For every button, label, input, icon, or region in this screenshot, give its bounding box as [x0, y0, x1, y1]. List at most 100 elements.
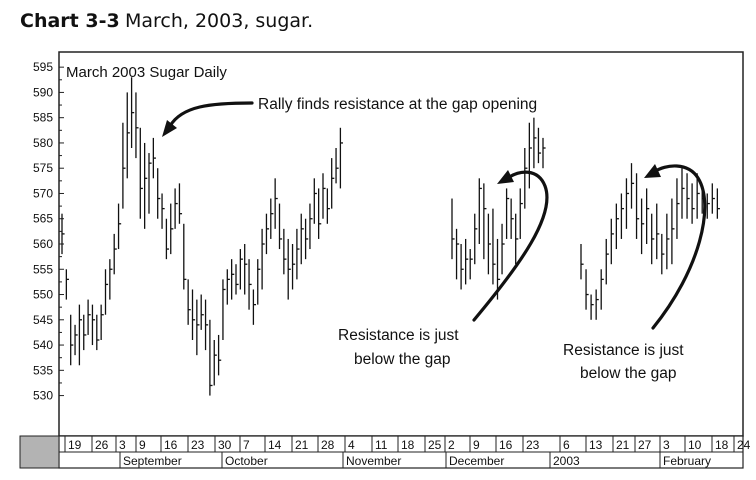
month-label: February	[663, 454, 711, 468]
x-tick-label: 19	[68, 438, 82, 452]
ohlc-bar	[296, 228, 300, 280]
ohlc-bar	[244, 244, 248, 295]
ohlc-bar	[640, 198, 645, 255]
ohlc-bar	[109, 259, 113, 300]
ohlc-bar	[600, 269, 604, 310]
annotation-below-gap-2-line2: below the gap	[580, 365, 677, 382]
ohlc-bar	[605, 238, 609, 285]
ohlc-bar	[615, 203, 619, 250]
ohlc-bar	[117, 203, 122, 250]
ohlc-bar	[139, 127, 143, 219]
axis-corner-block	[19, 435, 60, 469]
ohlc-bar	[326, 188, 330, 224]
x-tick-label: 18	[715, 438, 729, 452]
ohlc-bar	[291, 244, 296, 290]
ohlc-bar	[200, 294, 204, 330]
ohlc-bar	[65, 269, 69, 300]
caption-label: Chart 3-3	[20, 10, 120, 32]
x-tick-label: 16	[499, 438, 513, 452]
price-axis: 530 535 540 545 550 555 560 565 570 575 580 585 590 5…	[33, 60, 64, 403]
ohlc-bar	[666, 213, 670, 270]
ohlc-bar	[113, 233, 117, 275]
y-tick-label: 580	[33, 136, 53, 150]
ohlc-bar	[265, 213, 270, 255]
ohlc-bar	[261, 228, 265, 290]
ohlc-bar	[515, 213, 519, 265]
ohlc-bar	[74, 324, 78, 356]
ohlc-bar	[625, 178, 630, 229]
ohlc-bar	[651, 213, 655, 265]
ohlc-bar	[492, 208, 496, 285]
ohlc-bar	[165, 218, 169, 260]
x-tick-label: 4	[348, 438, 355, 452]
ohlc-bar	[483, 183, 487, 260]
ohlc-bar	[70, 314, 74, 366]
ohlc-bar	[148, 153, 152, 214]
ohlc-bar	[313, 178, 317, 224]
ohlc-bar	[610, 218, 614, 265]
ohlc-bar	[174, 188, 178, 229]
ohlc-bar	[252, 289, 256, 325]
ohlc-bar	[686, 173, 690, 219]
ohlc-bar	[196, 299, 200, 356]
x-tick-label: 23	[526, 438, 540, 452]
x-tick-label: 6	[563, 438, 570, 452]
ohlc-bar	[542, 137, 546, 169]
ohlc-bar	[239, 249, 243, 290]
chart-title: March 2003 Sugar Daily	[66, 64, 227, 81]
ohlc-bar	[510, 198, 514, 239]
chart-frame	[58, 51, 744, 437]
ohlc-bar	[505, 188, 510, 239]
ohlc-bar	[691, 183, 695, 224]
y-tick-label: 530	[33, 389, 53, 403]
ohlc-bar	[87, 299, 91, 335]
ohlc-bar	[487, 213, 491, 275]
ohlc-bar	[533, 117, 537, 169]
arrow-head-below-gap-1	[497, 170, 514, 184]
x-tick-label: 3	[119, 438, 126, 452]
ohlc-bar	[161, 193, 165, 229]
ohlc-bar	[331, 158, 335, 209]
ohlc-bar	[469, 249, 473, 280]
y-tick-label: 545	[33, 313, 53, 327]
month-label: 2003	[553, 454, 580, 468]
x-tick-label: 16	[164, 438, 178, 452]
ohlc-bar	[304, 218, 309, 260]
month-label: December	[449, 454, 504, 468]
x-tick-label: 9	[473, 438, 480, 452]
ohlc-bar	[580, 244, 584, 280]
y-tick-label: 575	[33, 161, 53, 175]
ohlc-bar	[300, 213, 304, 265]
ohlc-bar	[217, 334, 222, 376]
x-tick-label: 14	[268, 438, 282, 452]
ohlc-bar	[585, 269, 589, 310]
x-tick-label: 18	[401, 438, 415, 452]
ohlc-bar	[61, 213, 65, 255]
x-tick-label: 27	[638, 438, 652, 452]
ohlc-bar	[524, 148, 528, 209]
ohlc-bar	[322, 173, 326, 219]
ohlc-bar	[620, 193, 624, 239]
ohlc-bar	[278, 203, 283, 250]
x-tick-label: 9	[139, 438, 146, 452]
ohlc-bar	[287, 238, 291, 300]
ohlc-bar	[335, 148, 339, 184]
y-tick-label: 535	[33, 363, 53, 377]
ohlc-bar	[143, 142, 148, 229]
y-tick-label: 550	[33, 288, 53, 302]
x-tick-label: 3	[663, 438, 670, 452]
ohlc-bar	[130, 77, 135, 148]
y-tick-label: 565	[33, 212, 53, 226]
ohlc-bar	[226, 269, 230, 305]
annotation-gap-opening: Rally finds resistance at the gap openin…	[258, 96, 537, 113]
ohlc-bar	[656, 203, 660, 260]
ohlc-bar	[676, 178, 680, 239]
y-tick-label: 595	[33, 60, 53, 74]
ohlc-bar	[230, 259, 235, 300]
caption-text: March, 2003, sugar.	[124, 10, 314, 32]
ohlc-bar	[519, 188, 523, 239]
ohlc-bar	[455, 228, 460, 280]
ohlc-bar	[451, 198, 455, 260]
ohlc-bar	[126, 92, 130, 179]
